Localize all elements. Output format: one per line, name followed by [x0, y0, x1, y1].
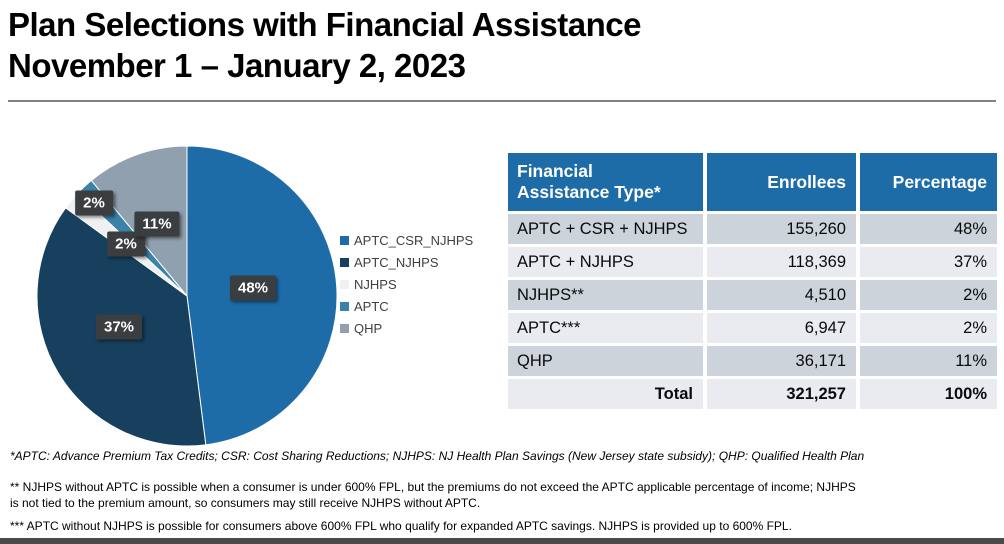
legend-item-qhp: QHP — [340, 320, 473, 336]
legend-swatch-icon — [340, 279, 349, 289]
table-cell-enrollees: 36,171 — [707, 346, 856, 376]
table-cell-type: APTC + CSR + NJHPS — [508, 214, 703, 244]
bottom-bar — [0, 538, 1004, 544]
table-cell-total-percentage: 100% — [860, 379, 997, 409]
legend-swatch-icon — [340, 323, 349, 333]
legend-label: QHP — [354, 320, 383, 336]
title-underline — [8, 100, 996, 102]
financial-assistance-table: Financial Assistance Type* Enrollees Per… — [508, 153, 997, 409]
pie-data-label: 48% — [229, 275, 277, 301]
table-cell-percentage: 37% — [860, 247, 997, 277]
legend-label: NJHPS — [354, 276, 397, 292]
table-cell-enrollees: 155,260 — [707, 214, 856, 244]
legend-item-njhps: NJHPS — [340, 276, 473, 292]
table-cell-percentage: 2% — [860, 280, 997, 310]
table-cell-type: APTC*** — [508, 313, 703, 343]
table-cell-type: QHP — [508, 346, 703, 376]
column-header-enrollees: Enrollees — [707, 153, 856, 211]
page-title-line2: November 1 – January 2, 2023 — [8, 47, 466, 84]
table-cell-enrollees: 6,947 — [707, 313, 856, 343]
table-cell-enrollees: 118,369 — [707, 247, 856, 277]
table-cell-type: NJHPS** — [508, 280, 703, 310]
table-cell-percentage: 48% — [860, 214, 997, 244]
legend-swatch-icon — [340, 301, 349, 311]
pie-data-label: 2% — [75, 190, 113, 216]
pie-data-label: 11% — [134, 211, 180, 237]
legend-swatch-icon — [340, 257, 349, 267]
pie-data-label: 37% — [95, 314, 143, 340]
legend-item-aptc_csr_njhps: APTC_CSR_NJHPS — [340, 232, 474, 248]
table-cell-type: APTC + NJHPS — [508, 247, 703, 277]
footnote-njhps-without-aptc: ** NJHPS without APTC is possible when a… — [10, 480, 856, 510]
pie-chart — [36, 145, 338, 447]
column-header-type: Financial Assistance Type* — [508, 153, 703, 211]
legend-label: APTC_CSR_NJHPS — [354, 232, 474, 248]
legend-item-aptc: APTC — [340, 298, 473, 314]
table-cell-enrollees: 4,510 — [707, 280, 856, 310]
table-cell-total-enrollees: 321,257 — [707, 379, 856, 409]
footnote-aptc-without-njhps: *** APTC without NJHPS is possible for c… — [10, 519, 792, 533]
legend-label: APTC — [354, 298, 389, 314]
legend-swatch-icon — [340, 235, 349, 245]
footnote-abbreviations: *APTC: Advance Premium Tax Credits; CSR:… — [10, 449, 865, 463]
pie-legend: APTC_CSR_NJHPS APTC_NJHPS NJHPS APTC QHP — [340, 233, 473, 343]
table-cell-total-label: Total — [508, 379, 703, 409]
page-title: Plan Selections with Financial Assistanc… — [8, 4, 642, 86]
table-cell-percentage: 2% — [860, 313, 997, 343]
page-title-line1: Plan Selections with Financial Assistanc… — [8, 6, 642, 43]
legend-label: APTC_NJHPS — [354, 254, 439, 270]
table-cell-percentage: 11% — [860, 346, 997, 376]
column-header-percentage: Percentage — [860, 153, 997, 211]
legend-item-aptc_njhps: APTC_NJHPS — [340, 254, 473, 270]
